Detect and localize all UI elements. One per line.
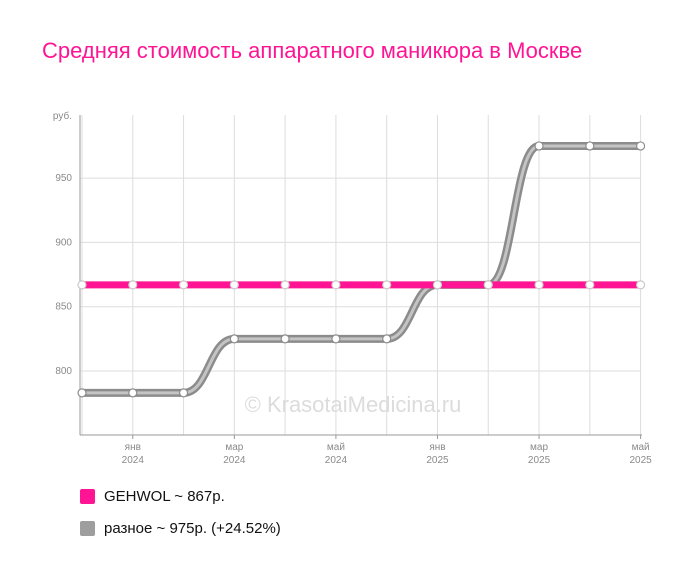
y-tick-label: 850 — [55, 302, 72, 313]
data-point — [585, 141, 595, 151]
data-point — [77, 388, 87, 398]
axes: 800 850 900 950 руб. янв 2024 мар 2024 май 2024 янв… — [53, 110, 652, 466]
x-tick-label: янв — [125, 442, 141, 453]
data-point — [635, 280, 646, 290]
legend-label: GEHWOL ~ 867р. — [104, 487, 225, 505]
points-layer — [77, 141, 646, 398]
data-point — [128, 280, 138, 290]
data-point — [178, 388, 189, 398]
x-tick-label: 2025 — [426, 455, 449, 466]
x-tick-label: май — [632, 442, 650, 453]
legend-item-gehwol[interactable]: GEHWOL ~ 867р. — [80, 486, 281, 506]
x-tick-label: мар — [225, 442, 243, 453]
data-point — [178, 280, 189, 290]
data-point — [229, 280, 239, 290]
x-tick-label: 2024 — [223, 455, 246, 466]
legend: GEHWOL ~ 867р. разное ~ 975р. (+24.52%) — [80, 486, 281, 550]
data-point — [280, 334, 290, 344]
data-point — [77, 280, 87, 290]
legend-swatch — [80, 488, 95, 504]
data-point — [128, 388, 138, 398]
data-point — [331, 334, 341, 344]
x-tick-label: май — [327, 442, 345, 453]
series-line-raznoe-highlight — [80, 144, 643, 395]
data-point — [432, 280, 443, 290]
data-point — [382, 280, 392, 290]
y-tick-label: 950 — [55, 173, 72, 184]
y-tick-label: 900 — [55, 237, 72, 248]
chart-title: Средняя стоимость аппаратного маникюра в… — [42, 38, 583, 63]
x-tick-label: мар — [530, 442, 548, 453]
data-point — [534, 280, 544, 290]
data-point — [534, 141, 544, 151]
data-point — [585, 280, 595, 290]
x-tick-label: 2024 — [325, 455, 348, 466]
data-point — [483, 280, 493, 290]
x-tick-label: 2025 — [528, 455, 551, 466]
legend-item-raznoe[interactable]: разное ~ 975р. (+24.52%) — [80, 518, 281, 538]
y-unit-label: руб. — [53, 110, 72, 122]
y-tick-label: 800 — [55, 366, 72, 377]
data-point — [331, 280, 341, 290]
x-tick-label: 2024 — [122, 455, 145, 466]
x-tick-label: янв — [429, 442, 445, 453]
watermark-text: © KrasotaiMedicina.ru — [245, 392, 462, 417]
series-line-raznoe — [78, 141, 645, 397]
data-point — [382, 334, 392, 344]
gridlines — [80, 115, 642, 435]
data-point — [635, 141, 646, 151]
legend-label: разное ~ 975р. (+24.52%) — [104, 519, 281, 537]
legend-swatch — [80, 520, 95, 536]
data-point — [280, 280, 290, 290]
data-point — [229, 334, 239, 344]
x-tick-label: 2025 — [629, 455, 652, 466]
series-layer — [78, 141, 645, 397]
